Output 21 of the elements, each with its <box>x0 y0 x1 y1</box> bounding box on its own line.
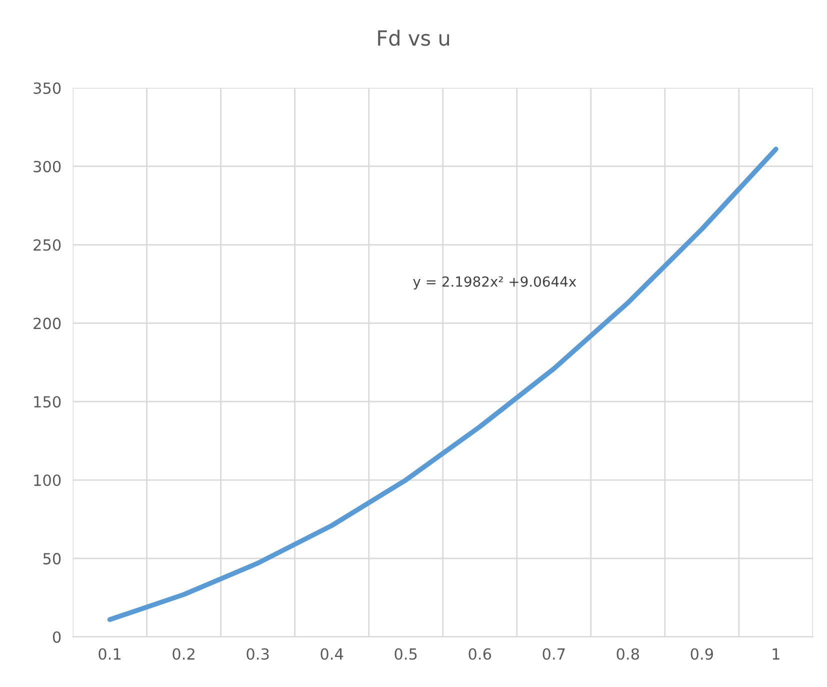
x-tick-label: 0.5 <box>394 648 417 660</box>
y-tick-label: 250 <box>34 239 61 251</box>
x-tick-label: 0.4 <box>320 648 344 660</box>
x-tick-label: 0.9 <box>690 648 713 660</box>
y-tick-label: 100 <box>34 474 61 486</box>
annotation: y = 2.1982x² +9.0644x <box>413 276 576 290</box>
x-tick-label: 0.8 <box>616 648 640 660</box>
x-tick-label: 0.3 <box>246 648 269 660</box>
y-tick-label: 200 <box>34 318 61 330</box>
x-tick-label: 0.6 <box>468 648 492 660</box>
y-tick-label: 0 <box>52 631 61 643</box>
chart-title: Fd vs u <box>378 30 450 46</box>
y-tick-label: 300 <box>34 160 61 172</box>
y-tick-label: 150 <box>34 396 61 408</box>
x-tick-label: 0.2 <box>172 648 194 660</box>
x-tick-label: 1 <box>772 648 780 660</box>
x-tick-label: 0.7 <box>542 648 565 660</box>
line-series <box>107 146 778 622</box>
y-tick-label: 350 <box>34 82 61 94</box>
y-tick-label: 50 <box>43 552 61 564</box>
x-tick-label: 0.1 <box>98 648 121 660</box>
